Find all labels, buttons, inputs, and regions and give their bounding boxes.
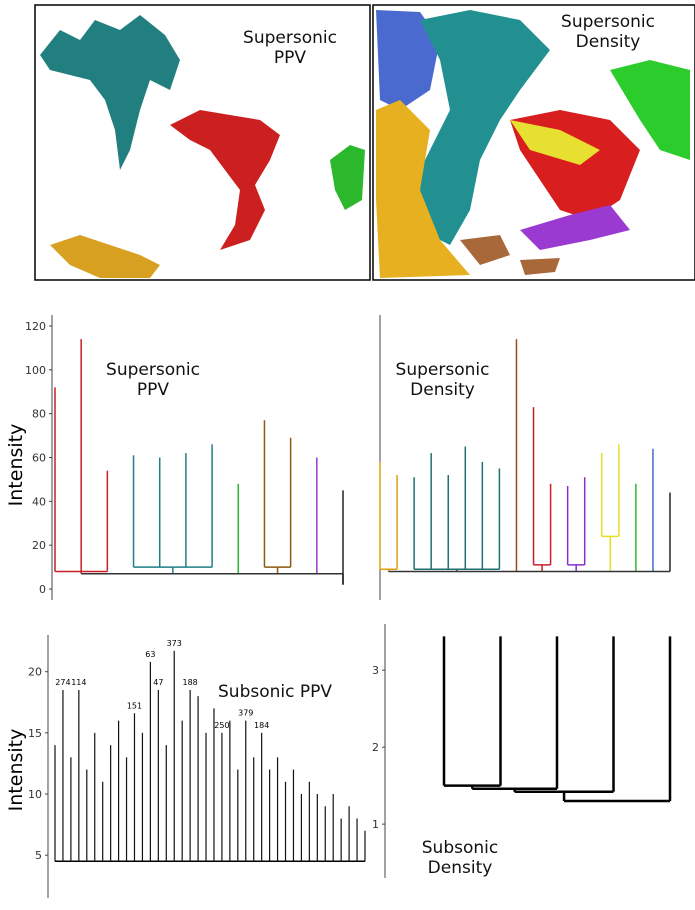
y-tick-label: 3 — [372, 664, 379, 677]
y-tick-label: 10 — [28, 788, 42, 801]
leaf-label: 151 — [127, 701, 142, 710]
y-tick-label: 2 — [372, 741, 379, 754]
panel-title: Supersonic PPV — [106, 360, 200, 400]
ppv-render — [34, 4, 371, 281]
y-tick-label: 1 — [372, 818, 379, 831]
y-tick-label: 60 — [32, 452, 46, 465]
panel-title: Subsonic PPV — [218, 682, 332, 702]
y-tick-label: 0 — [39, 583, 46, 596]
y-tick-label: 5 — [35, 849, 42, 862]
leaf-label: 47 — [153, 678, 163, 687]
y-tick-label: 80 — [32, 408, 46, 421]
density-render — [372, 4, 695, 281]
leaf-label: 379 — [238, 709, 253, 718]
render-label: Supersonic Density — [561, 12, 655, 52]
leaf-label: 188 — [182, 678, 197, 687]
panel-title: Subsonic Density — [421, 838, 499, 878]
leaf-label: 373 — [167, 639, 182, 648]
y-axis-label: Intensity — [5, 729, 27, 812]
y-tick-label: 40 — [32, 495, 46, 508]
y-tick-label: 120 — [25, 320, 46, 333]
panel-title: Supersonic Density — [395, 360, 490, 400]
y-tick-label: 100 — [25, 364, 46, 377]
leaf-label: 250 — [214, 721, 229, 730]
leaf-label: 114 — [71, 678, 86, 687]
render-label: Supersonic PPV — [243, 28, 337, 68]
leaf-label: 63 — [145, 650, 155, 659]
leaf-label: 274 — [55, 678, 70, 687]
y-tick-label: 20 — [32, 539, 46, 552]
y-tick-label: 20 — [28, 666, 42, 679]
leaf-label: 184 — [254, 721, 269, 730]
y-tick-label: 15 — [28, 727, 42, 740]
y-axis-label: Intensity — [5, 424, 27, 507]
